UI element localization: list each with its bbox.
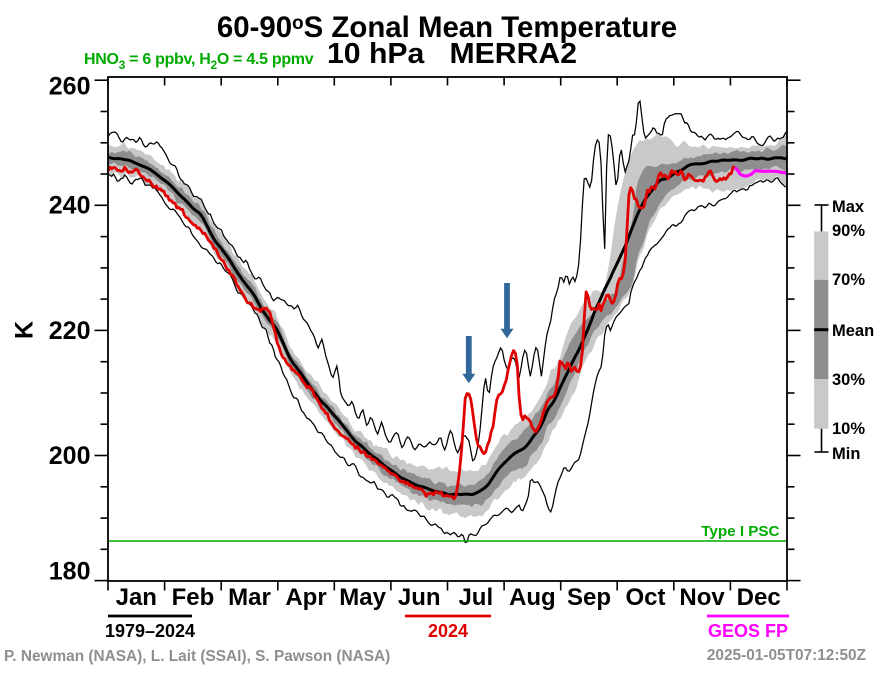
svg-text:2024: 2024 (428, 621, 468, 641)
svg-text:Min: Min (832, 445, 860, 463)
svg-text:May: May (339, 584, 386, 611)
svg-text:HNO3 = 6 ppbv, H2O = 4.5 ppmv: HNO3 = 6 ppbv, H2O = 4.5 ppmv (84, 51, 314, 72)
svg-text:K: K (11, 321, 39, 339)
svg-text:260: 260 (49, 73, 91, 101)
svg-text:Mar: Mar (228, 584, 271, 611)
svg-text:GEOS FP: GEOS FP (708, 621, 788, 641)
svg-text:220: 220 (49, 317, 91, 345)
svg-text:1979–2024: 1979–2024 (105, 621, 195, 641)
svg-text:P. Newman (NASA), L. Lait (SSA: P. Newman (NASA), L. Lait (SSAI), S. Paw… (4, 648, 390, 665)
svg-text:10 hPa MERRA2: 10 hPa MERRA2 (327, 38, 577, 70)
svg-text:Apr: Apr (285, 584, 326, 611)
svg-text:Jun: Jun (398, 584, 441, 611)
svg-text:Mean: Mean (832, 322, 874, 340)
svg-text:10%: 10% (832, 420, 865, 438)
svg-text:Nov: Nov (679, 584, 725, 611)
svg-text:70%: 70% (832, 271, 865, 289)
svg-text:Jul: Jul (458, 584, 493, 611)
svg-text:Type I PSC: Type I PSC (701, 523, 779, 540)
svg-text:Max: Max (832, 198, 865, 216)
svg-text:Jan: Jan (116, 584, 157, 611)
svg-text:Oct: Oct (625, 584, 665, 611)
svg-text:Dec: Dec (737, 584, 781, 611)
svg-text:240: 240 (49, 192, 91, 220)
svg-text:Sep: Sep (567, 584, 611, 611)
svg-text:200: 200 (49, 442, 91, 470)
svg-text:Aug: Aug (509, 584, 556, 611)
svg-text:Feb: Feb (172, 584, 215, 611)
svg-text:90%: 90% (832, 222, 865, 240)
svg-text:180: 180 (49, 558, 91, 586)
svg-text:2025-01-05T07:12:50Z: 2025-01-05T07:12:50Z (707, 647, 866, 664)
svg-text:30%: 30% (832, 371, 865, 389)
